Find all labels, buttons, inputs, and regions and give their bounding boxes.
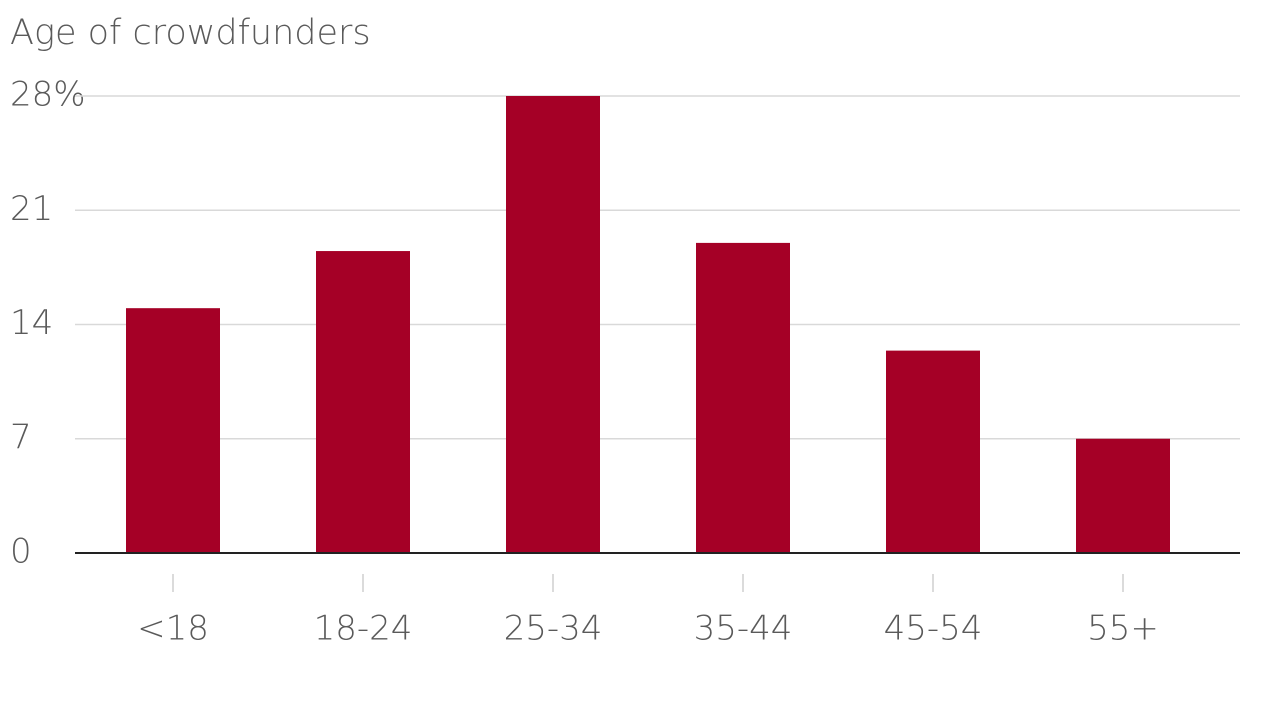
- y-tick-label: 0: [10, 532, 32, 572]
- x-tick-label: 18-24: [314, 609, 413, 649]
- y-tick-label: 14: [10, 303, 53, 343]
- x-tick-label: 35-44: [694, 609, 793, 649]
- bar: [1076, 438, 1170, 553]
- bar: [696, 242, 790, 553]
- bar: [316, 251, 410, 553]
- x-tick-label: 55+: [1087, 609, 1159, 649]
- bar: [126, 308, 220, 553]
- y-tick-label: 28%: [10, 75, 86, 115]
- x-tick-label: 25-34: [504, 609, 603, 649]
- x-tick-label: 45-54: [884, 609, 983, 649]
- bar: [506, 96, 600, 553]
- chart-title: Age of crowdfunders: [10, 13, 371, 53]
- x-tick-label: <18: [137, 609, 209, 649]
- y-tick-label: 7: [10, 417, 32, 457]
- y-tick-label: 21: [10, 189, 53, 229]
- bar: [886, 350, 980, 553]
